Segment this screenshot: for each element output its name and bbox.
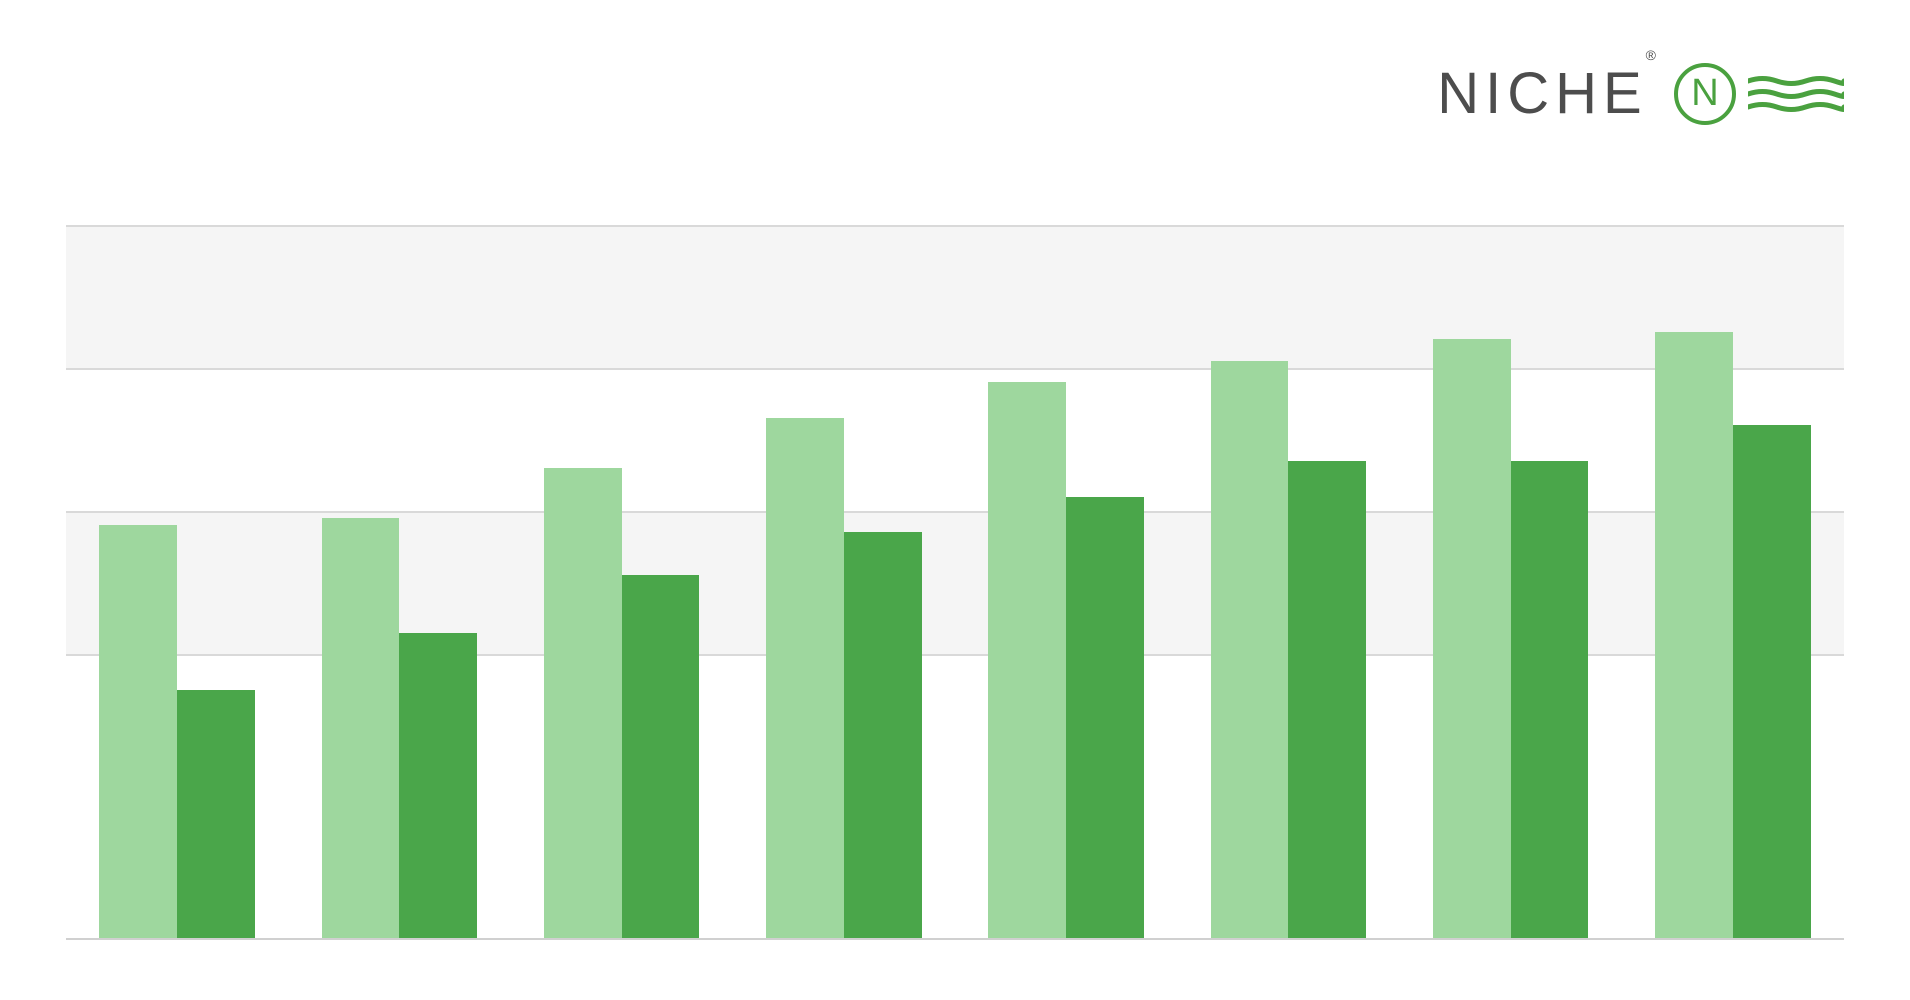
bar-series-a <box>1433 339 1511 940</box>
registered-mark: ® <box>1646 47 1662 63</box>
bar-series-a <box>1211 361 1289 940</box>
brand-badge-letter: N <box>1691 72 1718 115</box>
bar-series-a <box>766 418 844 940</box>
x-axis-line <box>66 938 1844 940</box>
plot-area <box>66 225 1844 940</box>
bar-series-b <box>399 633 477 940</box>
bar-series-a <box>322 518 400 940</box>
brand-logo: NICHE® N <box>1437 60 1844 127</box>
bars-layer <box>66 225 1844 940</box>
bar-series-a <box>988 382 1066 940</box>
bar-series-a <box>99 525 177 940</box>
bar-chart <box>66 225 1844 940</box>
bar-series-b <box>1066 497 1144 940</box>
waves-icon <box>1748 68 1844 120</box>
bar-series-b <box>622 575 700 940</box>
bar-series-b <box>1288 461 1366 940</box>
bar-group <box>766 225 922 940</box>
bar-series-a <box>1655 332 1733 940</box>
bar-series-b <box>1733 425 1811 940</box>
bar-group <box>322 225 478 940</box>
brand-badge-icon: N <box>1674 63 1736 125</box>
bar-series-b <box>1511 461 1589 940</box>
stage: NICHE® N <box>0 0 1910 1000</box>
brand-word: NICHE® <box>1437 60 1662 127</box>
bar-group <box>1211 225 1367 940</box>
bar-series-b <box>177 690 255 940</box>
bar-group <box>544 225 700 940</box>
bar-group <box>988 225 1144 940</box>
bar-group <box>99 225 255 940</box>
bar-series-a <box>544 468 622 940</box>
bar-series-b <box>844 532 922 940</box>
bar-group <box>1433 225 1589 940</box>
bar-group <box>1655 225 1811 940</box>
